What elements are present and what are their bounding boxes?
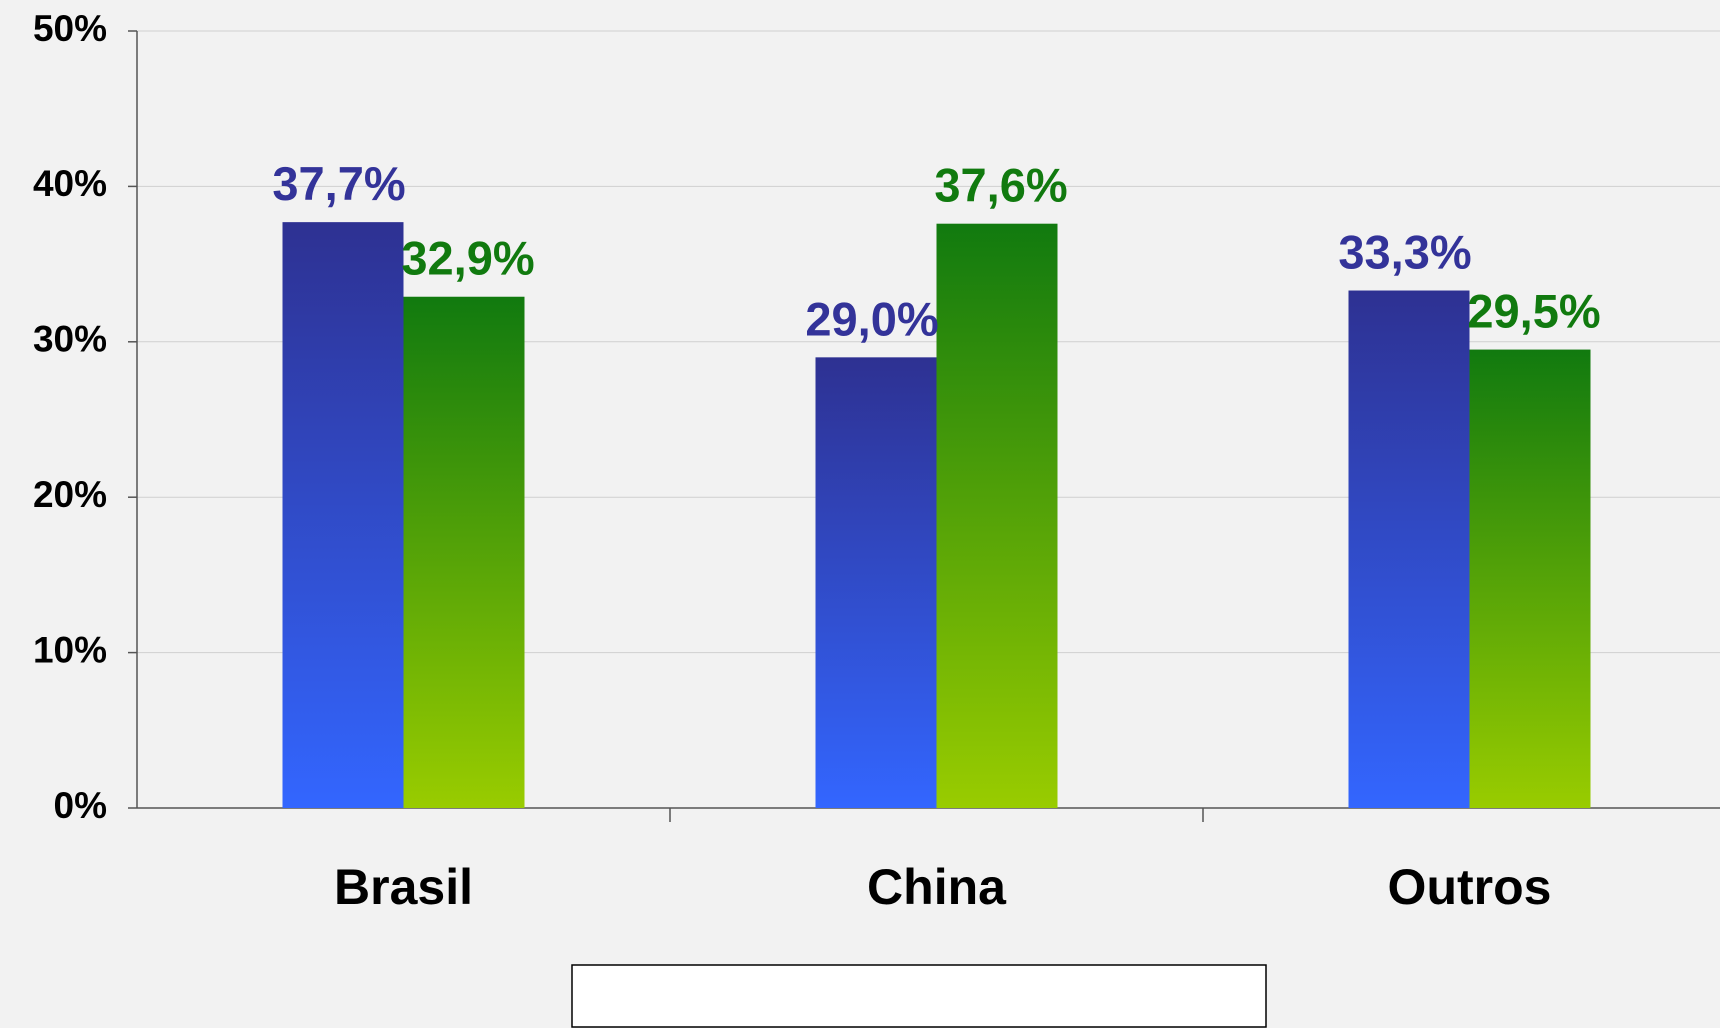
value-label: 33,3% <box>1338 226 1471 279</box>
y-tick-label: 0% <box>54 785 107 826</box>
x-tick-label: China <box>867 859 1007 915</box>
y-tick-label: 10% <box>33 629 107 670</box>
bar <box>282 222 404 809</box>
y-tick-label: 50% <box>33 8 107 49</box>
value-label: 32,9% <box>401 232 534 285</box>
bar <box>403 296 525 808</box>
value-label: 37,7% <box>272 157 405 210</box>
value-label: 29,0% <box>805 292 938 345</box>
x-tick-label: Brasil <box>334 859 473 915</box>
y-tick-label: 30% <box>33 319 107 360</box>
value-label: 37,6% <box>934 159 1067 212</box>
bar <box>1469 349 1591 808</box>
value-label: 29,5% <box>1467 285 1600 338</box>
y-tick-label: 40% <box>33 163 107 204</box>
bar <box>936 223 1058 809</box>
y-tick-label: 20% <box>33 474 107 515</box>
x-tick-label: Outros <box>1388 859 1552 915</box>
bar <box>815 357 937 808</box>
bar <box>1348 290 1470 808</box>
legend-box <box>571 964 1267 1028</box>
